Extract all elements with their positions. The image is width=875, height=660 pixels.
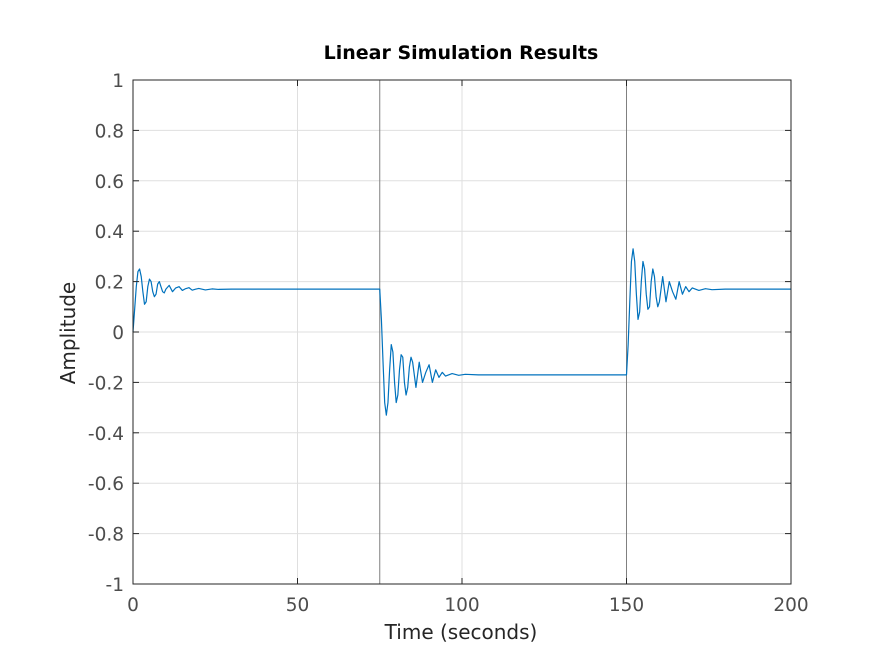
axes <box>132 79 792 585</box>
y-tick-label: -0.2 <box>88 373 124 394</box>
response-series-line <box>132 248 791 416</box>
y-axis-label: Amplitude <box>56 282 80 385</box>
y-tick-label: -0.8 <box>88 525 124 546</box>
tick-labels: 0 50 100 150 200 -1 -0.8 -0.6 -0.4 -0.2 0 0.2 0.4 0.6… <box>88 71 809 616</box>
y-tick-label: 0.4 <box>95 222 124 243</box>
x-tick-label: 150 <box>609 595 644 616</box>
x-tick-label: 100 <box>444 595 479 616</box>
y-tick-label: 1 <box>112 71 124 92</box>
series-layer <box>132 248 791 416</box>
y-tick-label: -0.4 <box>88 424 124 445</box>
y-tick-label: 0 <box>112 323 124 344</box>
x-tick-label: 50 <box>286 595 310 616</box>
y-tick-label: -0.6 <box>88 474 124 495</box>
y-tick-label: 0.8 <box>95 121 124 142</box>
axes-box <box>132 79 792 585</box>
y-tick-label: 0.2 <box>95 273 124 294</box>
x-tick-label: 0 <box>127 595 139 616</box>
grid <box>133 80 791 584</box>
chart-title: Linear Simulation Results <box>324 42 599 64</box>
y-tick-label: 0.6 <box>95 172 124 193</box>
x-axis-label: Time (seconds) <box>384 620 538 644</box>
y-tick-label: -1 <box>106 575 124 596</box>
x-tick-label: 200 <box>773 595 808 616</box>
